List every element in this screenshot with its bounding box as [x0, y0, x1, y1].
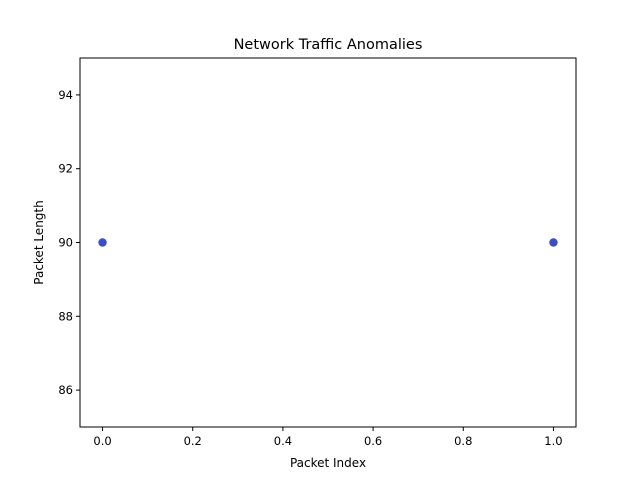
data-point — [549, 238, 558, 247]
y-tick-label: 94 — [58, 88, 73, 102]
x-tick-label: 0.4 — [274, 434, 292, 448]
data-point — [98, 238, 107, 247]
x-axis-label: Packet Index — [290, 456, 366, 470]
x-tick-label: 1.0 — [544, 434, 562, 448]
x-axis-ticks: 0.0 0.2 0.4 0.6 0.8 1.0 — [93, 427, 563, 448]
data-points — [98, 238, 558, 247]
chart-title: Network Traffic Anomalies — [234, 37, 423, 53]
x-tick-label: 0.2 — [184, 434, 202, 448]
y-axis-ticks: 86 88 90 92 94 — [58, 88, 80, 397]
y-axis-label: Packet Length — [32, 200, 46, 284]
x-tick-label: 0.6 — [364, 434, 382, 448]
y-tick-label: 90 — [58, 236, 73, 250]
x-tick-label: 0.8 — [454, 434, 472, 448]
plot-area-frame — [79, 57, 577, 428]
x-tick-label: 0.0 — [93, 434, 111, 448]
y-tick-label: 88 — [58, 309, 73, 323]
y-tick-label: 92 — [58, 162, 73, 176]
y-tick-label: 86 — [58, 383, 73, 397]
